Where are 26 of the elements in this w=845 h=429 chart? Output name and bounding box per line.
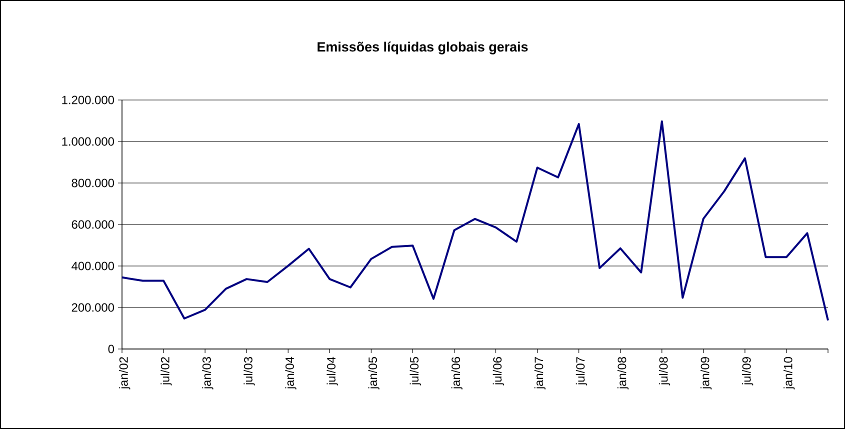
x-tick-label: jan/08 [617, 357, 629, 390]
y-tick-label: 400.000 [72, 262, 114, 270]
y-tick-label: 0 [108, 344, 114, 354]
x-tick-label: jan/06 [451, 357, 462, 390]
x-tick-label: jan/10 [784, 356, 795, 390]
x-tick-label: jul/03 [244, 357, 255, 386]
x-tick-label: jul/08 [658, 357, 670, 386]
line-series [121, 120, 830, 322]
x-tick-label: jul/07 [576, 357, 588, 386]
x-tick-label: jan/04 [285, 356, 296, 390]
chart-title: Emissões líquidas globais gerais [318, 42, 528, 54]
x-tick-label: jan/02 [119, 357, 130, 390]
x-tick-label: jul/04 [326, 356, 338, 386]
y-tick-label: 200.000 [72, 303, 114, 312]
y-tick-label: 1.200.000 [62, 96, 114, 104]
y-tick-label: 1.000.000 [62, 137, 114, 146]
x-tick-label: jul/05 [410, 357, 421, 386]
x-tick-label: jul/02 [160, 357, 172, 386]
y-tick-label: 600.000 [72, 220, 114, 229]
y-tick-label: 800.000 [72, 178, 114, 188]
x-tick-label: jan/09 [700, 357, 712, 390]
x-tick-label: jan/07 [534, 357, 546, 390]
x-tick-label: jul/09 [742, 357, 754, 386]
x-tick-label: jul/06 [492, 357, 504, 386]
x-tick-label: jan/05 [368, 357, 380, 390]
x-tick-label: jan/03 [202, 357, 214, 390]
